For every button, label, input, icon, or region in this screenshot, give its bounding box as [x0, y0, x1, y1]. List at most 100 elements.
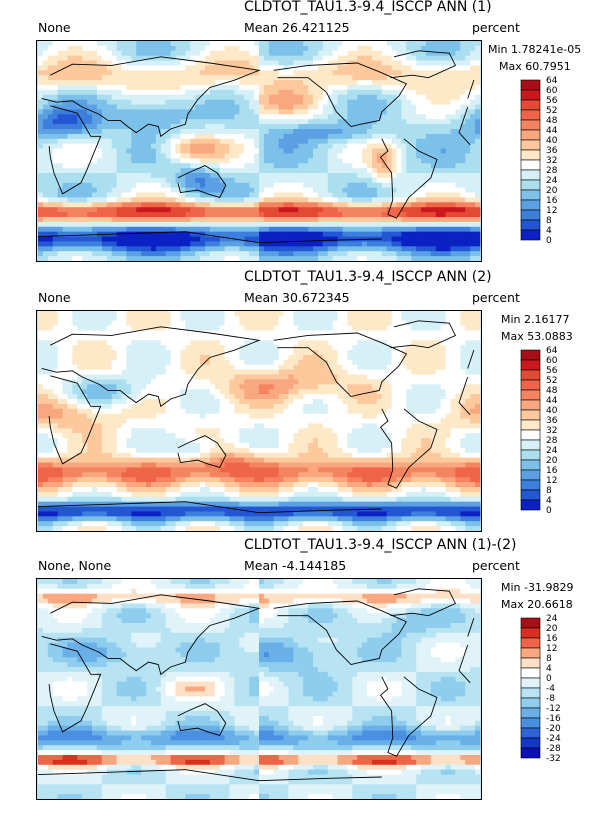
coastline	[379, 676, 438, 757]
colorbar-swatch	[520, 489, 541, 501]
colorbar-tick-label: 60	[546, 356, 558, 366]
colorbar-swatch	[520, 179, 541, 191]
colorbar-tick-label: 44	[546, 126, 558, 136]
colorbar-tick-label: 16	[546, 634, 558, 644]
colorbar-tick-label: 12	[546, 644, 557, 654]
colorbar-tick-label: 4	[546, 226, 552, 236]
colorbar-tick-label: 12	[546, 206, 557, 216]
coastline	[41, 594, 475, 676]
colorbar-tick-label: -12	[546, 704, 561, 714]
coastline	[177, 703, 227, 737]
colorbar-tick-label: -28	[546, 744, 561, 754]
colorbar-tick-label: 60	[546, 86, 558, 96]
colorbar-tick-label: 52	[546, 376, 557, 386]
colorbar-swatch	[520, 707, 541, 719]
colorbar-tick-label: 20	[546, 624, 558, 634]
colorbar-tick-label: 12	[546, 476, 557, 486]
colorbar-tick-label: -24	[546, 734, 561, 744]
colorbar-tick-label: 20	[546, 186, 558, 196]
colorbar-tick-label: 64	[546, 76, 558, 86]
colorbar-swatch	[520, 399, 541, 411]
colorbar-swatch	[520, 89, 541, 101]
colorbar-tick-label: 48	[546, 116, 558, 126]
colorbar-swatch	[520, 129, 541, 141]
coastline	[48, 105, 471, 195]
colorbar-swatch	[520, 149, 541, 161]
coastline	[390, 50, 457, 79]
colorbar-tick-label: 4	[546, 664, 552, 674]
colorbar-swatch	[520, 747, 541, 759]
colorbar-swatch	[520, 429, 541, 441]
colorbar: 64 60 56 52 48 44 40 36 32 28 24 20 16 12 8 4 0	[520, 346, 581, 534]
colorbar-tick-label: 32	[546, 156, 557, 166]
min-label: Min -31.9829	[501, 581, 574, 594]
colorbar-swatch	[520, 469, 541, 481]
coastline	[41, 56, 475, 138]
colorbar-tick-label: 28	[546, 166, 558, 176]
colorbar-tick-label: 52	[546, 106, 557, 116]
panel-model-1: CLDTOT_TAU1.3-9.4_ISCCP ANN (1) None Mea…	[0, 0, 606, 272]
colorbar-tick-label: 64	[546, 346, 558, 356]
mean-label: Mean 30.672345	[244, 290, 350, 305]
colorbar-tick-label: 8	[546, 486, 552, 496]
colorbar-tick-label: 36	[546, 416, 558, 426]
colorbar-tick-label: 4	[546, 496, 552, 506]
coastline	[379, 408, 438, 489]
panel-model-2: CLDTOT_TAU1.3-9.4_ISCCP ANN (2) None Mea…	[0, 270, 606, 542]
coastline	[48, 643, 471, 733]
colorbar-swatch	[520, 409, 541, 421]
panel-title: CLDTOT_TAU1.3-9.4_ISCCP ANN (1)-(2)	[244, 537, 517, 553]
colorbar-tick-label: 20	[546, 456, 558, 466]
coastline	[390, 320, 457, 349]
colorbar-swatch	[520, 647, 541, 659]
colorbar-swatch	[520, 349, 541, 361]
coastline	[41, 326, 475, 408]
colorbar-swatch	[520, 617, 541, 629]
colorbar-swatch	[520, 737, 541, 749]
colorbar-swatch	[520, 499, 541, 511]
case-label: None, None	[38, 558, 112, 573]
max-label: Max 60.7951	[499, 60, 571, 73]
colorbar-tick-label: 40	[546, 406, 558, 416]
colorbar-tick-label: 40	[546, 136, 558, 146]
colorbar-swatch	[520, 419, 541, 431]
colorbar-tick-label: 48	[546, 386, 558, 396]
colorbar-tick-label: 24	[546, 176, 558, 186]
colorbar-swatch	[520, 209, 541, 221]
colorbar-tick-label: 44	[546, 396, 558, 406]
coastline	[379, 138, 438, 219]
colorbar-tick-label: 8	[546, 216, 552, 226]
units-label: percent	[472, 20, 520, 35]
colorbar-tick-label: 0	[546, 236, 552, 246]
panel-title: CLDTOT_TAU1.3-9.4_ISCCP ANN (1)	[244, 0, 492, 15]
colorbar-swatch	[520, 199, 541, 211]
colorbar-swatch	[520, 637, 541, 649]
colorbar-tick-label: 16	[546, 466, 558, 476]
max-label: Max 53.0883	[501, 330, 573, 343]
colorbar-tick-label: -16	[546, 714, 561, 724]
panel-title: CLDTOT_TAU1.3-9.4_ISCCP ANN (2)	[244, 269, 492, 285]
coastline	[177, 165, 227, 199]
colorbar-swatch	[520, 459, 541, 471]
coastline	[37, 769, 382, 782]
colorbar-tick-label: -4	[546, 684, 555, 694]
colorbar-swatch	[520, 389, 541, 401]
colorbar-tick-label: 16	[546, 196, 558, 206]
panel-difference: CLDTOT_TAU1.3-9.4_ISCCP ANN (1)-(2) None…	[0, 538, 606, 810]
coastline	[177, 435, 227, 469]
colorbar-swatch	[520, 99, 541, 111]
colorbar-swatch	[520, 439, 541, 451]
colorbar-swatch	[520, 159, 541, 171]
colorbar-swatch	[520, 727, 541, 739]
colorbar-swatch	[520, 667, 541, 679]
colorbar-tick-label: 36	[546, 146, 558, 156]
colorbar-swatch	[520, 369, 541, 381]
coastline	[37, 501, 382, 514]
mean-label: Mean 26.421125	[244, 20, 350, 35]
colorbar-swatch	[520, 657, 541, 669]
colorbar-tick-label: 56	[546, 96, 558, 106]
colorbar-swatch	[520, 219, 541, 231]
coastline	[273, 600, 408, 666]
colorbar-tick-label: 0	[546, 506, 552, 516]
colorbar-tick-label: 8	[546, 654, 552, 664]
